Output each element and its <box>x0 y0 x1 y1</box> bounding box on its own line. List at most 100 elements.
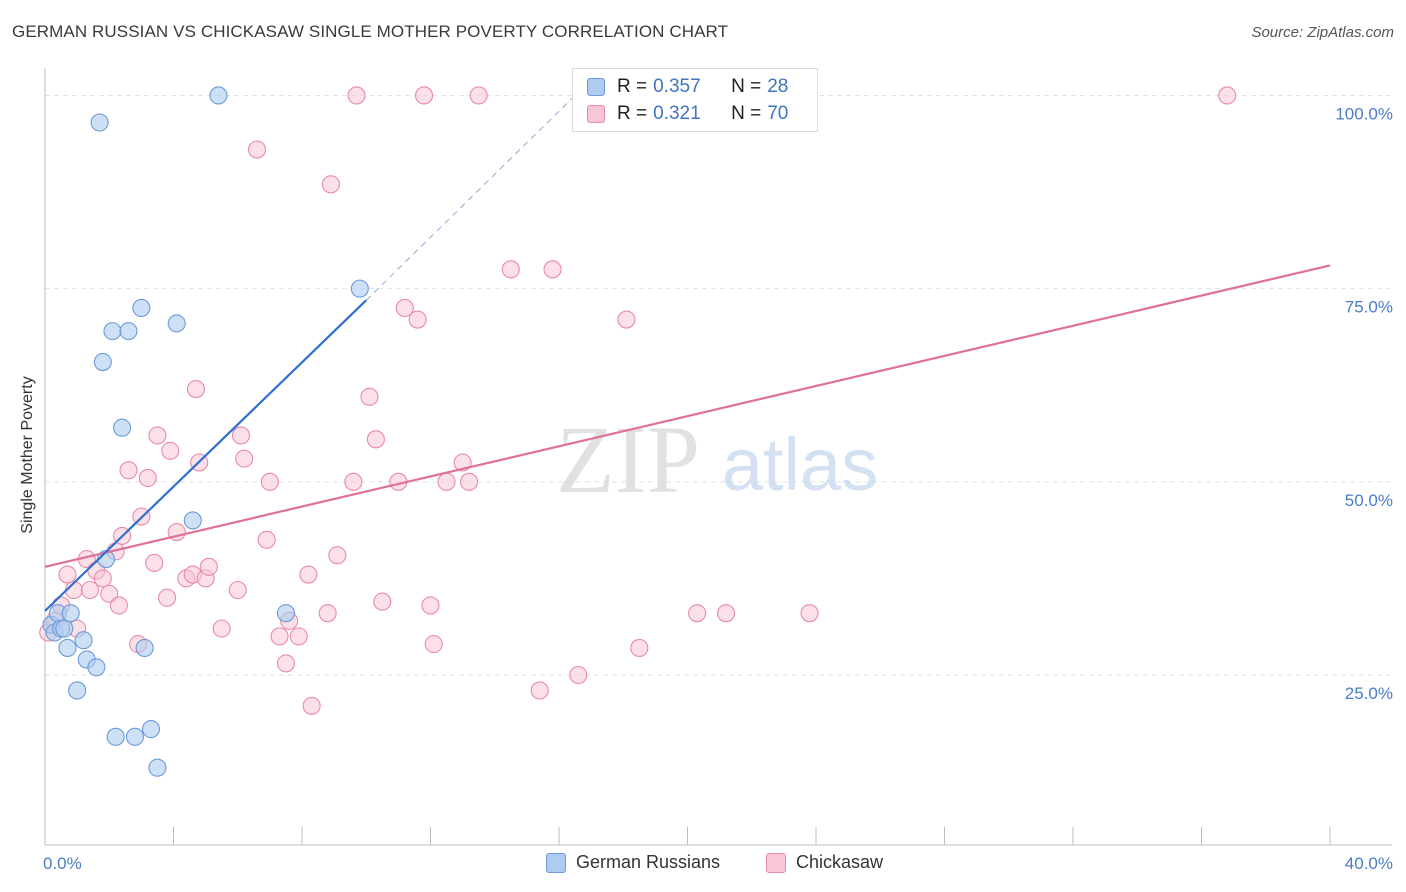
legend-label: German Russians <box>576 852 721 872</box>
chickasaw-point <box>366 430 385 449</box>
chickasaw-point <box>469 86 488 105</box>
chickasaw-point <box>138 468 157 488</box>
chickasaw-trend-line <box>44 264 1331 568</box>
legend-r-label: R = <box>617 76 648 97</box>
legend-r-label: R = <box>617 103 648 124</box>
chickasaw-point <box>199 557 218 576</box>
chickasaw-point <box>109 596 128 615</box>
legend-n-label: N = <box>731 103 762 124</box>
watermark-atlas: atlas <box>722 423 878 506</box>
chickasaw-point <box>100 584 119 603</box>
german-russians-point <box>103 322 122 341</box>
german-russians-point <box>93 352 112 372</box>
german-russians-point <box>167 314 186 333</box>
legend-swatch-pink <box>766 852 786 873</box>
legend-r-value: 0.357 <box>653 76 701 97</box>
german-russians-point <box>106 727 125 746</box>
chickasaw-point <box>260 472 279 491</box>
german-russians-trend-line <box>44 299 368 612</box>
chickasaw-point <box>161 441 180 460</box>
y-tick-label: 50.0% <box>1345 491 1393 510</box>
correlation-legend: R = 0.357 N = 28 R = 0.321 N = 70 <box>572 68 818 132</box>
legend-swatch-blue <box>587 78 605 96</box>
chickasaw-point <box>318 604 337 623</box>
german-russians-points <box>42 86 369 777</box>
chickasaw-point <box>437 472 456 491</box>
chickasaw-point <box>344 472 363 491</box>
german-russians-point <box>68 681 87 700</box>
chickasaw-point <box>231 426 251 445</box>
german-russians-point <box>350 279 369 298</box>
y-tick-label: 75.0% <box>1345 298 1393 317</box>
legend-item-chickasaw[interactable]: Chickasaw <box>766 852 883 873</box>
legend-item-german-russians[interactable]: German Russians <box>546 852 720 873</box>
legend-swatch-blue <box>546 852 566 873</box>
chickasaw-point <box>276 654 295 673</box>
legend-label: Chickasaw <box>796 852 884 872</box>
chickasaw-point <box>228 580 247 600</box>
german-russians-point <box>55 619 74 638</box>
chickasaw-point <box>80 580 100 600</box>
chickasaw-point <box>148 426 167 445</box>
german-russians-point <box>148 758 167 777</box>
chickasaw-points <box>39 86 1237 715</box>
german-russians-point <box>135 638 154 658</box>
trend-lines <box>44 95 1331 612</box>
german-russians-point <box>141 720 161 739</box>
chickasaw-point <box>501 260 520 279</box>
legend-row-german-russians: R = 0.357 N = 28 <box>587 75 788 99</box>
chickasaw-point <box>186 380 206 399</box>
x-tick-label: 40.0% <box>1345 854 1393 873</box>
chickasaw-point <box>119 461 138 480</box>
chickasaw-point <box>395 298 414 318</box>
legend-n-value: 70 <box>767 103 789 124</box>
german-russians-point <box>276 604 295 623</box>
legend-n-value: 28 <box>767 76 789 97</box>
chickasaw-point <box>800 604 819 623</box>
chickasaw-point <box>212 619 231 638</box>
chickasaw-point <box>289 627 308 646</box>
x-tick-label: 0.0% <box>43 854 82 873</box>
watermark: ZIP atlas <box>556 406 878 513</box>
chickasaw-point <box>360 387 379 406</box>
german-russians-point <box>87 658 106 677</box>
chickasaw-point <box>688 604 707 623</box>
chickasaw-point <box>459 472 479 491</box>
chickasaw-point <box>408 310 427 329</box>
chickasaw-point <box>158 588 177 607</box>
chickasaw-point <box>347 86 366 105</box>
chickasaw-point <box>328 546 347 565</box>
chickasaw-point <box>299 565 318 584</box>
chickasaw-point <box>630 638 649 658</box>
german-russians-point <box>74 631 93 650</box>
chickasaw-point <box>93 569 112 588</box>
chart-title: GERMAN RUSSIAN VS CHICKASAW SINGLE MOTHE… <box>12 22 729 41</box>
chickasaw-point <box>543 260 562 279</box>
chickasaw-point <box>617 310 636 329</box>
chickasaw-point <box>235 449 254 468</box>
german-russians-point <box>90 113 109 132</box>
legend-n-label: N = <box>731 76 762 97</box>
y-tick-label: 25.0% <box>1345 684 1393 703</box>
german-russians-point <box>58 638 77 658</box>
german-russians-point <box>119 322 138 341</box>
german-russians-trend-extension <box>365 95 576 301</box>
german-russians-point <box>209 86 228 105</box>
chickasaw-point <box>58 565 77 584</box>
chickasaw-point <box>247 140 267 159</box>
chickasaw-point <box>716 604 736 623</box>
chickasaw-point <box>530 681 549 700</box>
german-russians-point <box>61 604 80 623</box>
series-legend: German Russians Chickasaw <box>0 852 1406 876</box>
chickasaw-point <box>424 635 443 654</box>
chickasaw-point <box>421 596 440 615</box>
watermark-zip: ZIP <box>556 406 700 513</box>
german-russians-point <box>113 418 132 437</box>
chickasaw-point <box>321 175 340 194</box>
chickasaw-point <box>145 553 164 573</box>
chickasaw-point <box>1218 86 1237 105</box>
chickasaw-point <box>257 530 276 549</box>
chickasaw-point <box>302 696 321 715</box>
chickasaw-point <box>415 86 434 105</box>
